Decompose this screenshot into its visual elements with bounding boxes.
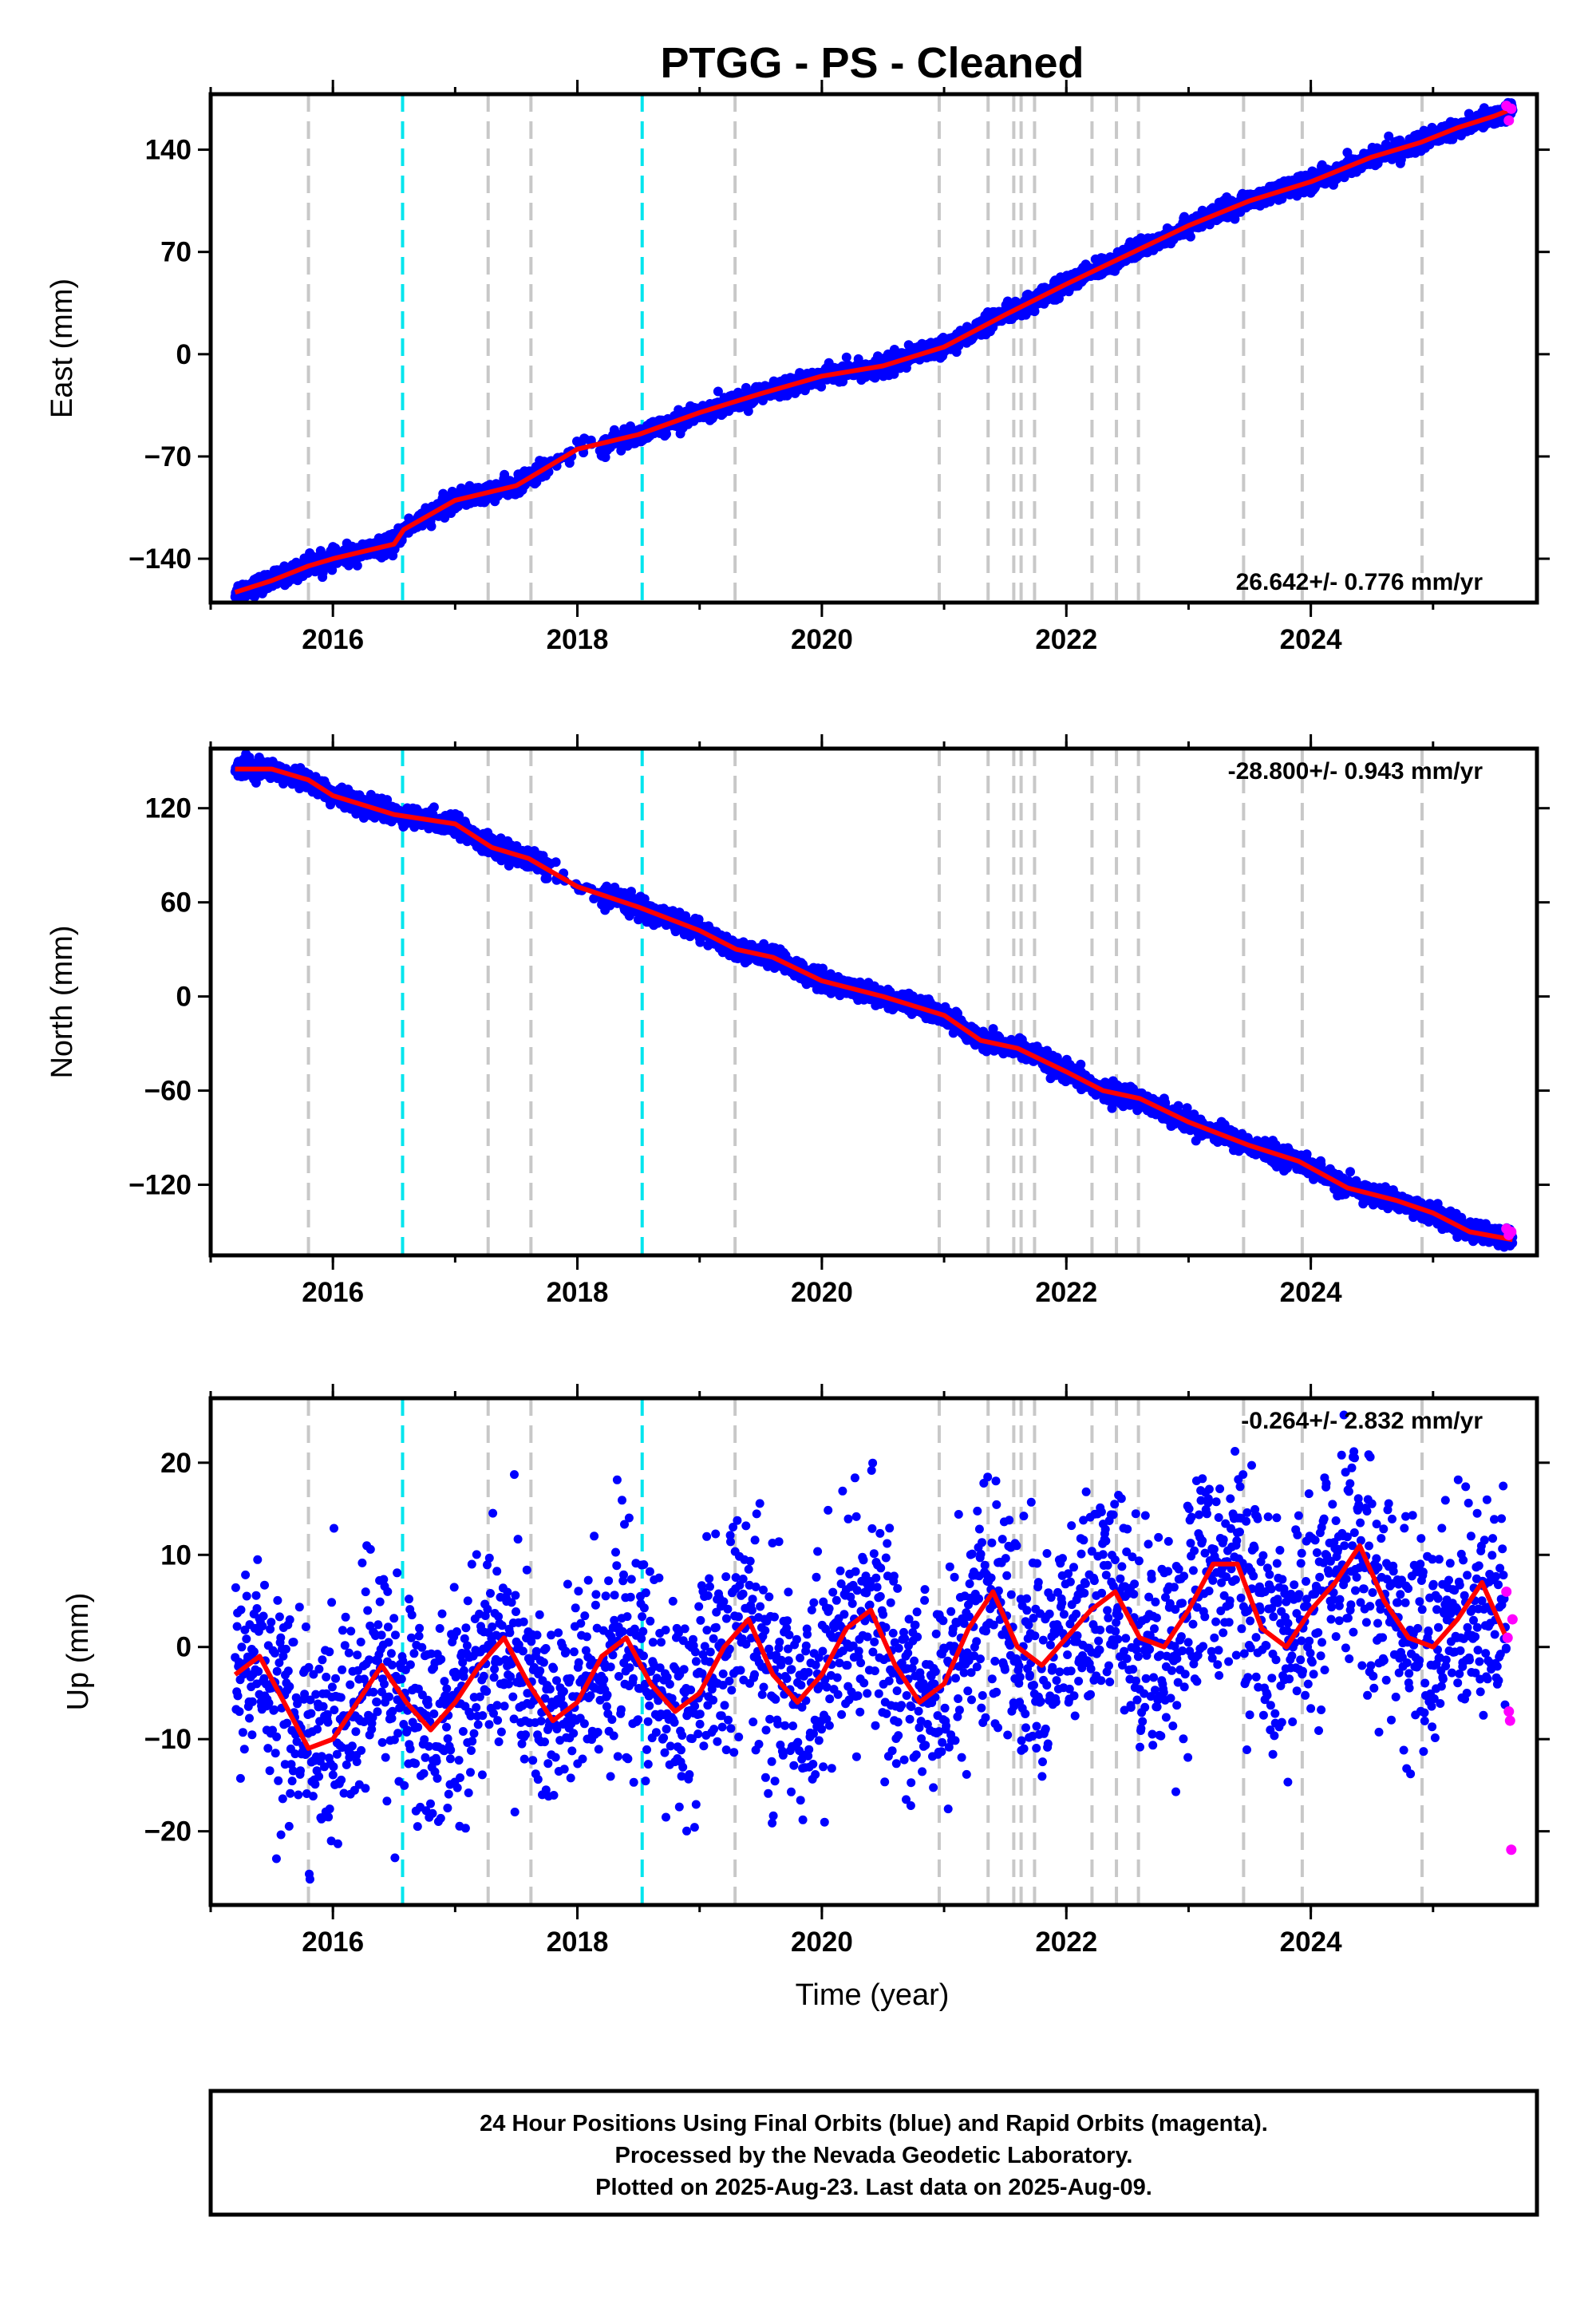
panels: −140 −70 0 70 140 2016 2018 2020 2022 2024 East (m… <box>45 80 1550 1958</box>
data-point <box>352 560 362 571</box>
x-tick-label: 2020 <box>791 624 853 655</box>
y-tick-label: 140 <box>145 135 192 166</box>
y-tick-label: 0 <box>176 339 192 370</box>
event-lines <box>306 94 1424 603</box>
data-point <box>327 565 338 575</box>
data-point <box>409 822 420 832</box>
y-tick-label: −140 <box>128 543 192 575</box>
data-point <box>841 352 851 362</box>
x-tick-label: 2018 <box>547 624 609 655</box>
data-point <box>816 381 827 392</box>
data-point <box>315 546 326 556</box>
rapid-orbit-points <box>1501 101 1517 126</box>
velocity-label: 26.642+/- 0.776 mm/yr <box>1236 569 1483 595</box>
data-point <box>1396 154 1406 164</box>
data-point <box>551 857 561 868</box>
data-point <box>713 386 723 397</box>
y-tick-label: 70 <box>160 237 192 268</box>
x-tick-label: 2024 <box>1280 624 1342 655</box>
event-lines <box>306 749 1424 1255</box>
data-point <box>1384 131 1394 141</box>
x-tick-label: 2022 <box>1035 624 1097 655</box>
data-point <box>870 373 880 383</box>
y-axis-label: East (mm) <box>45 279 79 418</box>
model-curve <box>234 106 1514 595</box>
data-point <box>429 802 439 812</box>
data-point <box>681 911 691 921</box>
data-point <box>1029 306 1040 317</box>
chart-title: PTGG - PS - Cleaned <box>660 39 1084 87</box>
panel-east: −140 −70 0 70 140 2016 2018 2020 2022 2024 East (m… <box>45 80 1550 655</box>
data-point <box>1185 231 1195 242</box>
data-point <box>426 521 437 532</box>
rapid-point <box>1503 115 1515 126</box>
data-point <box>382 795 393 805</box>
panel-frame <box>208 92 1539 605</box>
x-tick-label: 2016 <box>302 624 364 655</box>
data-point <box>662 429 671 439</box>
y-tick-label: −70 <box>144 441 192 472</box>
rapid-point <box>1506 103 1517 114</box>
